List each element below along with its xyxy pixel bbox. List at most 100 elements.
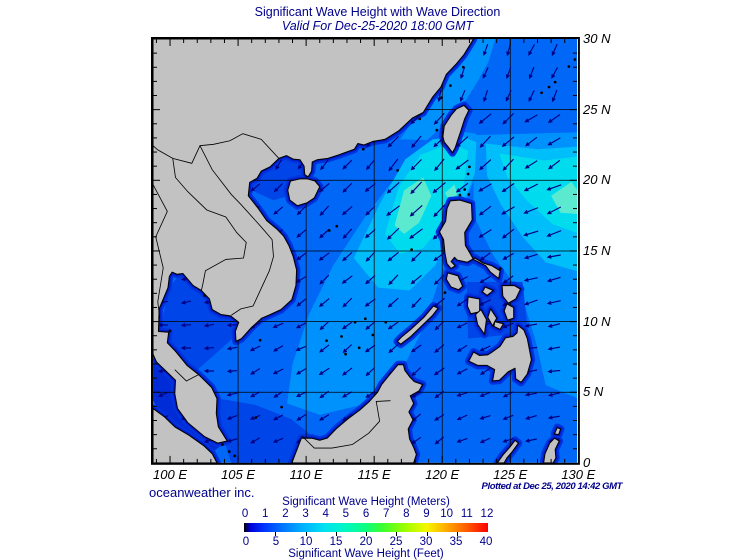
wave-arrow (456, 344, 468, 352)
wave-arrow (203, 323, 215, 328)
legend-meters-tick: 3 (302, 508, 309, 520)
wave-arrow (502, 158, 514, 171)
lat-label: 25 N (583, 101, 611, 117)
wave-arrow (546, 184, 562, 191)
wave-arrow (523, 253, 538, 260)
wave-arrow (364, 298, 376, 307)
wave-arrow (342, 159, 353, 170)
wave-arrow (546, 276, 561, 283)
wave-arrow (524, 438, 537, 443)
wave-arrow (410, 274, 422, 285)
wave-arrow (341, 275, 353, 284)
wave-arrow (478, 229, 492, 238)
wave-arrow (295, 275, 307, 283)
wave-arrow (478, 205, 492, 216)
wave-arrow (546, 254, 561, 259)
wave-arrow (411, 367, 422, 377)
lat-label: 5 N (583, 384, 604, 400)
wave-arrow (548, 159, 561, 170)
lat-label: 20 N (583, 172, 611, 188)
wave-arrow (387, 135, 399, 148)
wave-arrow (296, 298, 307, 307)
wave-arrow (525, 415, 537, 420)
wave-arrow (364, 344, 376, 353)
legend-bar-tick (335, 532, 337, 536)
lon-label: 130 E (561, 467, 596, 482)
legend-feet-tick: 20 (359, 536, 373, 548)
lon-label: 105 E (221, 467, 256, 482)
wave-arrow (551, 89, 558, 103)
wave-arrow (479, 391, 491, 397)
wave-arrow (341, 205, 353, 216)
page-title: Significant Wave Height with Wave Direct… (254, 5, 501, 19)
wave-arrow (318, 414, 330, 421)
wave-arrow (409, 204, 423, 217)
wave-arrow (342, 367, 353, 376)
wave-arrow (272, 368, 284, 375)
wave-arrow (524, 299, 538, 306)
wave-arrow (320, 159, 329, 171)
wave-arrow (342, 344, 353, 354)
legend-bar-tick (456, 532, 458, 536)
wave-map (151, 37, 580, 465)
wave-arrow (501, 182, 515, 193)
wave-arrow (342, 413, 353, 422)
wave-arrow (524, 160, 538, 169)
wave-arrow (341, 321, 353, 330)
valid-time-subtitle: Valid For Dec-25-2020 18:00 GMT (281, 19, 474, 33)
wave-arrow (523, 230, 539, 237)
legend-meters-scale: 0 1 2 3 4 5 6 7 8 9 10 11 12 (235, 508, 497, 521)
wave-arrow (528, 89, 535, 102)
wave-arrow (523, 207, 539, 214)
wave-arrow (456, 136, 469, 148)
lat-label: 30 N (583, 31, 611, 46)
lat-label: 10 N (583, 313, 611, 329)
wave-arrow (226, 438, 238, 443)
legend-bar-tick (396, 532, 398, 536)
legend-meters-tick: 7 (382, 508, 390, 520)
wave-arrow (272, 345, 284, 352)
wave-arrow (434, 436, 444, 445)
wave-arrow (275, 159, 282, 171)
wave-arrow (388, 158, 399, 172)
legend-meters-tick: 10 (440, 508, 454, 520)
wave-arrow (502, 438, 514, 443)
wave-arrow (433, 204, 446, 218)
wave-arrow (479, 135, 491, 148)
wave-arrow (479, 367, 491, 375)
legend-feet-tick: 0 (242, 536, 250, 548)
lat-label: 15 N (583, 242, 611, 258)
wave-arrow (296, 414, 307, 421)
wave-arrow (528, 66, 535, 80)
wave-arrow (365, 274, 376, 285)
wave-arrow (546, 300, 561, 305)
wave-arrow (434, 344, 445, 353)
wave-arrow (180, 323, 192, 328)
wave-arrow (273, 414, 284, 421)
wave-arrow (456, 368, 468, 375)
wave-arrow (226, 322, 238, 328)
wave-arrow (318, 367, 330, 376)
wave-arrow (479, 252, 491, 261)
wave-arrow (505, 90, 512, 102)
wave-arrow (502, 391, 514, 398)
wave-arrow (365, 205, 376, 216)
wave-arrow (478, 183, 492, 192)
wave-arrow (249, 345, 261, 352)
wave-arrow (342, 228, 353, 239)
wave-arrow (365, 367, 376, 377)
legend-meters-tick: 4 (322, 508, 329, 520)
wave-arrow (455, 159, 469, 170)
wave-arrow (296, 252, 307, 261)
legend-feet-tick: 30 (419, 536, 433, 548)
wave-arrow (250, 391, 261, 398)
legend-meters-tick: 6 (362, 508, 370, 520)
wave-arrow (364, 183, 376, 192)
wave-arrow (296, 229, 307, 238)
wave-arrow (505, 67, 512, 80)
wave-arrow (523, 183, 539, 192)
legend-feet-title: Significant Wave Height (Feet) (288, 548, 444, 560)
small-islands (168, 58, 577, 458)
wave-arrow (410, 158, 422, 171)
legend-meters-tick: 12 (480, 508, 494, 520)
